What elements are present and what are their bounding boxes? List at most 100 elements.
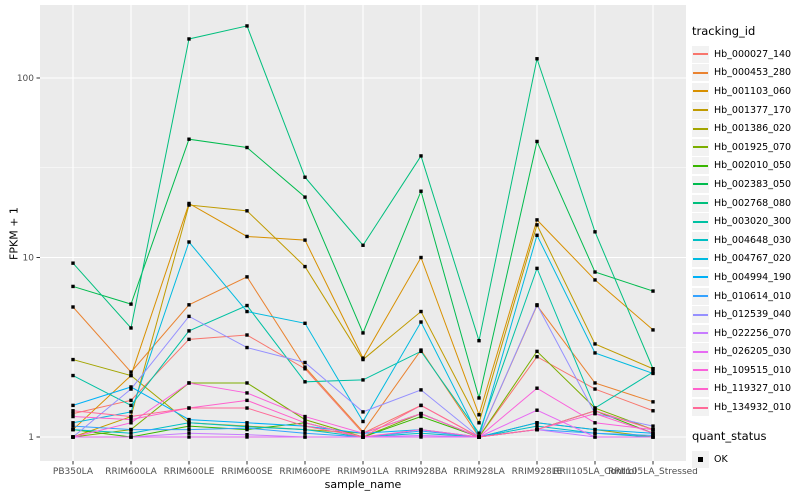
data-point — [71, 261, 75, 265]
series-color-key-icon — [692, 157, 709, 175]
series-color-key-icon — [692, 231, 709, 249]
y-tick-label: 100 — [17, 74, 34, 84]
x-tick-label: RRIM928LA — [453, 467, 505, 477]
data-point — [477, 431, 481, 435]
legend-item-label: Hb_026205_030 — [714, 346, 792, 358]
data-point — [593, 342, 597, 346]
data-point — [535, 349, 539, 354]
legend-item-label: Hb_002768_080 — [714, 197, 792, 209]
data-point — [593, 351, 597, 355]
data-point — [593, 427, 597, 432]
data-point — [361, 378, 365, 382]
data-point — [71, 357, 75, 362]
data-point — [129, 414, 133, 419]
legend-tracking-items: Hb_000027_140 Hb_000453_280 Hb_001103_060 H… — [692, 45, 798, 417]
data-point — [71, 403, 75, 408]
series-color-key-icon — [692, 175, 709, 193]
x-tick-label: RRIM600PE — [279, 467, 331, 477]
data-point — [419, 427, 423, 432]
data-point — [477, 396, 481, 400]
data-point — [419, 403, 423, 408]
legend-item-label: Hb_000453_280 — [714, 67, 792, 79]
data-point — [361, 243, 365, 247]
data-point — [129, 410, 133, 414]
data-point — [245, 309, 249, 314]
legend-item-label: Hb_004994_190 — [714, 271, 792, 283]
data-point — [419, 189, 423, 193]
data-point — [593, 230, 597, 234]
legend-item-label: Hb_002383_050 — [714, 178, 792, 190]
data-point — [535, 139, 539, 144]
x-tick-label: RRIM600LA — [105, 467, 157, 477]
data-point — [593, 387, 597, 391]
data-point — [71, 373, 75, 378]
data-point — [303, 414, 307, 419]
data-point — [419, 414, 423, 419]
data-point — [303, 435, 307, 439]
data-point — [245, 275, 249, 279]
data-point — [129, 373, 133, 378]
data-point — [129, 435, 133, 439]
data-point — [593, 431, 597, 435]
data-point — [651, 431, 655, 435]
data-point — [245, 24, 249, 28]
data-point — [419, 154, 423, 158]
data-point — [593, 435, 597, 439]
data-point — [187, 381, 191, 385]
legend-item-label: Hb_003020_300 — [714, 216, 792, 228]
legend-item-Hb_002383_050: Hb_002383_050 — [692, 175, 798, 194]
data-point — [303, 365, 307, 369]
data-point — [187, 431, 191, 435]
data-point — [187, 314, 191, 319]
data-point — [535, 408, 539, 412]
data-point — [187, 203, 191, 207]
data-point — [419, 411, 423, 416]
legend-item-Hb_001103_060: Hb_001103_060 — [692, 82, 798, 101]
y-tick-label: 1 — [28, 433, 34, 443]
legend-item-Hb_001377_170: Hb_001377_170 — [692, 101, 798, 120]
data-point — [71, 411, 75, 416]
data-point — [651, 400, 655, 404]
data-point — [477, 421, 481, 425]
y-axis-title: FPKM + 1 — [7, 207, 21, 260]
data-point — [129, 326, 133, 330]
data-point — [245, 432, 249, 437]
legend-item-Hb_004648_030: Hb_004648_030 — [692, 231, 798, 250]
data-point — [651, 367, 655, 371]
data-point — [651, 409, 655, 413]
data-point — [129, 431, 133, 435]
data-point — [361, 331, 365, 335]
data-point — [71, 305, 75, 309]
data-point — [245, 435, 249, 439]
data-point — [245, 303, 249, 308]
data-point — [477, 435, 481, 439]
data-point — [303, 380, 307, 384]
legend-item-label: Hb_004767_020 — [714, 253, 792, 265]
data-point — [651, 371, 655, 376]
black-square-point-icon — [698, 456, 703, 462]
data-point — [303, 360, 307, 365]
data-point — [187, 137, 191, 141]
data-point — [361, 357, 365, 362]
legend-block-quant-status: quant_status OK — [692, 429, 798, 469]
data-point — [71, 435, 75, 439]
data-point — [129, 302, 133, 306]
series-color-key-icon — [692, 250, 709, 268]
legend-item-label: Hb_012539_040 — [714, 309, 792, 321]
legend-item-label: Hb_134932_010 — [714, 402, 792, 414]
legend-item-Hb_109515_010: Hb_109515_010 — [692, 361, 798, 380]
data-point — [71, 424, 75, 428]
legend-item-Hb_004767_020: Hb_004767_020 — [692, 250, 798, 269]
series-color-key-icon — [692, 343, 709, 361]
data-point — [361, 410, 365, 414]
data-point — [419, 431, 423, 435]
legend-item-label: Hb_002010_050 — [714, 160, 792, 172]
series-color-key-icon — [692, 194, 709, 212]
series-color-key-icon — [692, 45, 709, 63]
data-point — [477, 338, 481, 343]
legend-item-Hb_002768_080: Hb_002768_080 — [692, 194, 798, 213]
legend-item-Hb_026205_030: Hb_026205_030 — [692, 343, 798, 362]
data-point — [187, 435, 191, 439]
legend-item-label: Hb_000027_140 — [714, 48, 792, 60]
